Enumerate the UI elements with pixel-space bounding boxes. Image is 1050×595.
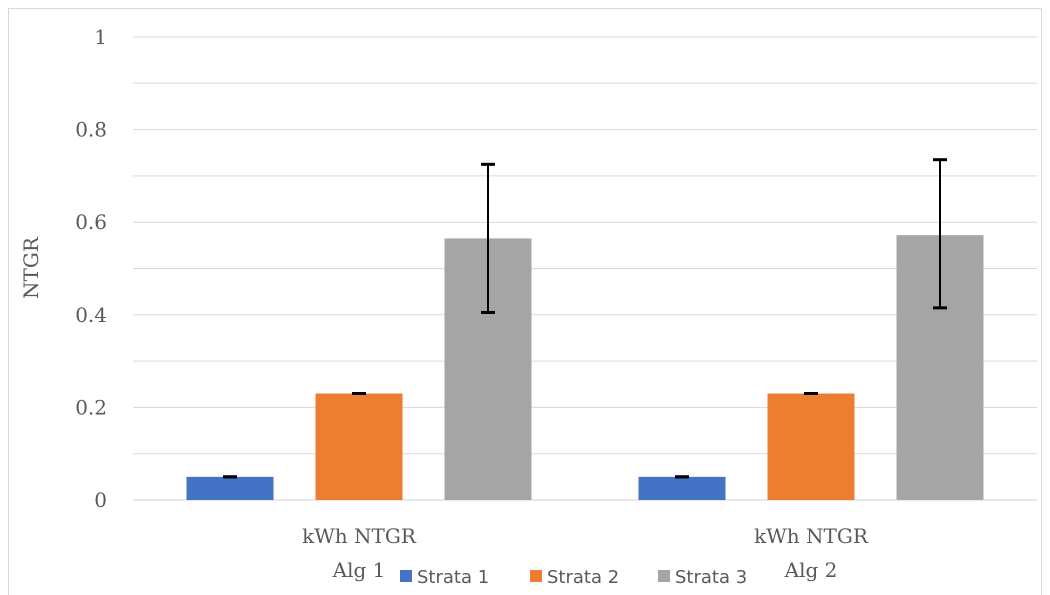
bar	[315, 393, 403, 500]
legend-label: Strata 2	[547, 567, 619, 588]
x-category-label: kWh NTGR	[754, 524, 869, 548]
legend-swatch	[530, 570, 542, 582]
legend-label: Strata 1	[417, 567, 489, 588]
y-tick-label: 0	[94, 488, 107, 512]
bar	[638, 476, 726, 500]
x-category-label: Alg 1	[332, 558, 386, 582]
legend-swatch	[658, 570, 670, 582]
bar	[767, 393, 855, 500]
x-category-label: Alg 2	[784, 558, 838, 582]
y-tick-label: 0.8	[75, 118, 107, 142]
y-axis-title: NTGR	[19, 236, 43, 299]
y-tick-label: 0.4	[75, 303, 107, 327]
y-tick-label: 0.6	[75, 210, 107, 234]
x-category-label: kWh NTGR	[302, 524, 417, 548]
bar	[186, 476, 274, 500]
legend-swatch	[400, 570, 412, 582]
y-tick-label: 1	[94, 25, 107, 49]
legend-label: Strata 3	[675, 567, 747, 588]
y-tick-label: 0.2	[75, 395, 107, 419]
